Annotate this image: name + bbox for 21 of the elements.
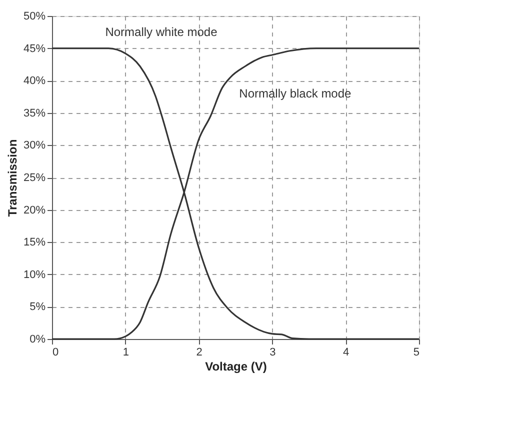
y-tick-label: 35%: [23, 107, 46, 120]
y-tick-label: 25%: [23, 172, 46, 184]
x-tick-label: 0: [52, 346, 59, 358]
y-tick-label: 50%: [23, 10, 46, 22]
y-tick-label: 10%: [23, 268, 46, 281]
y-tick-label: 15%: [23, 236, 46, 249]
y-tick-label: 20%: [23, 204, 46, 216]
y-tick-label: 30%: [23, 140, 46, 152]
x-axis-title: Voltage (V): [205, 360, 267, 374]
x-tick-label: 3: [270, 346, 276, 358]
x-tick-label: 1: [122, 346, 129, 358]
y-tick-label: 40%: [23, 75, 46, 88]
x-tick-label: 5: [413, 346, 420, 358]
y-tick-label: 5%: [30, 301, 46, 314]
y-axis-title: Transmission: [5, 139, 20, 217]
y-tick-label: 0%: [30, 334, 46, 346]
annotation: Normally white mode: [105, 25, 218, 40]
annotation: Normally black mode: [239, 86, 352, 101]
x-tick-label: 2: [196, 346, 202, 358]
x-tick-label: 4: [343, 346, 350, 358]
y-tick-label: 45%: [23, 42, 46, 55]
